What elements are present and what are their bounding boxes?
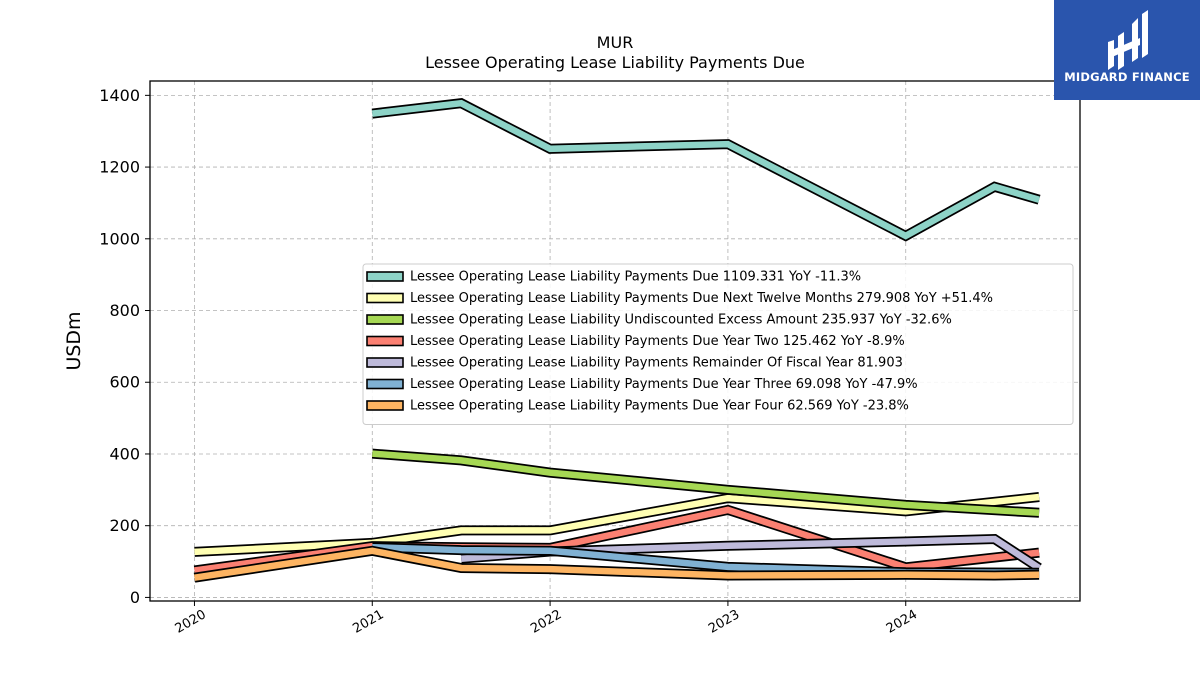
- y-tick-label: 1400: [99, 86, 140, 105]
- legend-swatch: [366, 314, 404, 325]
- series-line-2: [372, 450, 1040, 517]
- x-tick-label: 2024: [884, 607, 920, 637]
- legend-swatch: [366, 378, 404, 390]
- x-tick-label: 2021: [350, 607, 386, 637]
- logo-text: MIDGARD FINANCE: [1064, 70, 1190, 84]
- plot-frame: [149, 80, 1081, 602]
- y-axis-label: USDm: [63, 311, 85, 370]
- chart-subtitle: Lessee Operating Lease Liability Payment…: [425, 53, 805, 72]
- legend-label: Lessee Operating Lease Liability Payment…: [410, 356, 903, 371]
- legend-label: Lessee Operating Lease Liability Payment…: [410, 270, 861, 285]
- legend-label: Lessee Operating Lease Liability Payment…: [410, 334, 905, 349]
- y-tick-label: 800: [109, 301, 140, 320]
- legend-box: [362, 263, 1074, 425]
- x-tick-label: 2020: [173, 607, 209, 637]
- x-tick-label: 2022: [528, 607, 564, 637]
- logo-mark-icon: [1108, 10, 1148, 70]
- y-tick-label: 200: [109, 516, 140, 535]
- series-lines: [193, 98, 1042, 583]
- chart-title: MUR: [597, 33, 634, 52]
- legend-swatch: [366, 335, 404, 347]
- legend-swatch: [366, 400, 404, 411]
- legend-label: Lessee Operating Lease Liability Payment…: [410, 291, 993, 306]
- legend-swatch: [366, 357, 404, 368]
- y-tick-label: 400: [109, 444, 140, 463]
- y-tick-label: 0: [130, 588, 140, 607]
- y-tick-label: 1000: [99, 229, 140, 248]
- series-line-6: [194, 547, 1040, 581]
- legend-label: Lessee Operating Lease Liability Payment…: [410, 399, 909, 414]
- x-tick-label: 2023: [706, 607, 742, 637]
- series-line-0: [371, 99, 1041, 240]
- legend-label: Lessee Operating Lease Liability Undisco…: [410, 313, 952, 328]
- legend: Lessee Operating Lease Liability Payment…: [362, 263, 1074, 425]
- legend-swatch: [366, 292, 404, 304]
- legend-swatch: [366, 271, 404, 282]
- legend-label: Lessee Operating Lease Liability Payment…: [410, 377, 918, 392]
- y-tick-label: 600: [109, 373, 140, 392]
- logo: MIDGARD FINANCE: [1054, 0, 1200, 100]
- y-tick-label: 1200: [99, 158, 140, 177]
